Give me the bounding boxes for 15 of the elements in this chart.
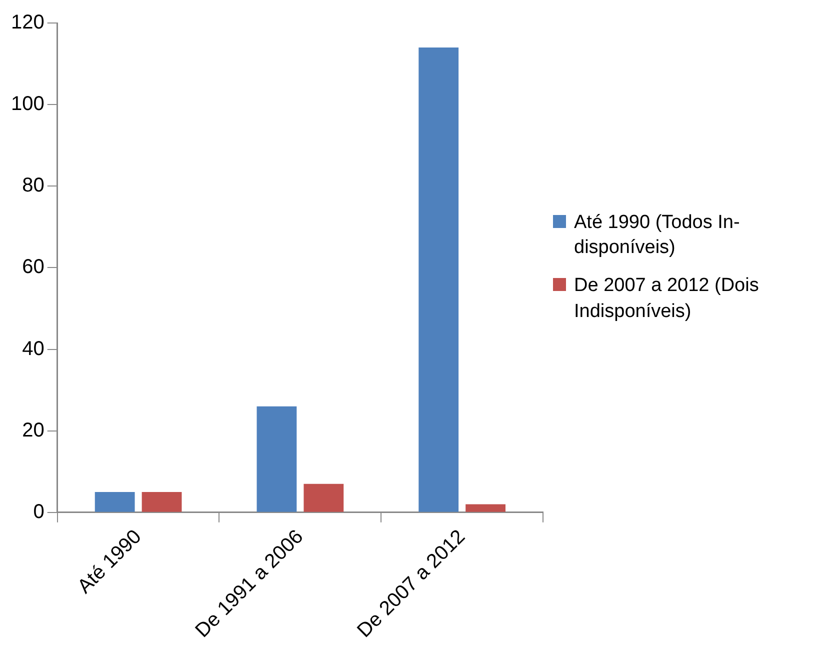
- y-tick-label: 20: [22, 419, 44, 442]
- bar: [304, 484, 344, 512]
- legend-label: De 2007 a 2012 (Dois Indisponíveis): [574, 274, 760, 324]
- y-tick-label: 60: [22, 256, 44, 278]
- bar: [466, 504, 506, 512]
- y-tick-label: 100: [10, 93, 44, 116]
- bar: [94, 492, 135, 512]
- bar: [142, 492, 182, 512]
- legend-label: Até 1990 (Todos In-disponíveis): [574, 210, 741, 260]
- y-tick-label: 120: [10, 12, 44, 34]
- y-tick-label: 40: [22, 338, 44, 360]
- bar: [256, 406, 297, 512]
- y-tick-label: 80: [22, 174, 44, 197]
- y-tick-label: 0: [33, 500, 44, 523]
- bar: [418, 47, 459, 512]
